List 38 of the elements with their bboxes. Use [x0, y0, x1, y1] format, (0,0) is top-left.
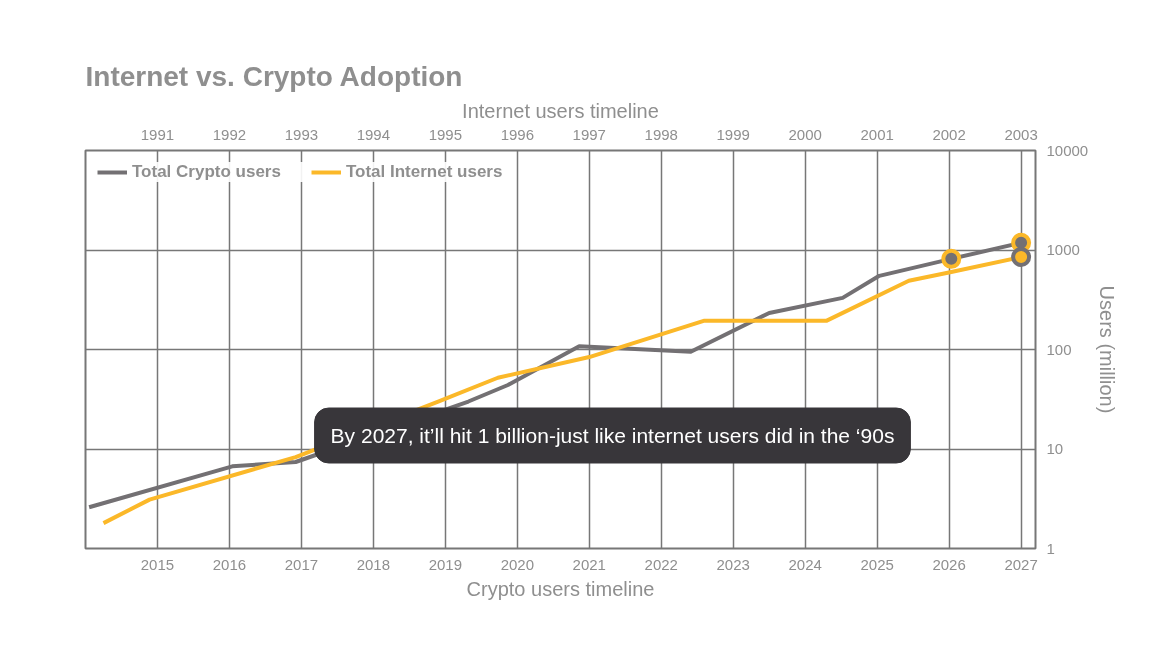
x-axis-title: Crypto users timeline: [466, 577, 655, 600]
y-tick-label: 1000: [1046, 241, 1080, 258]
x-tick-label: 2026: [932, 555, 966, 573]
x2-tick-label: 1995: [428, 125, 463, 143]
y-tick-label: 10: [1046, 440, 1064, 457]
x2-tick-label: 1994: [356, 125, 391, 143]
x-tick-label: 2023: [716, 555, 750, 573]
legend-label: Total Crypto users: [132, 162, 281, 182]
x2-tick-label: 1993: [284, 125, 319, 143]
x2-tick-label: 2001: [860, 125, 894, 143]
x-tick-label: 2017: [284, 555, 319, 573]
x2-tick-label: 1997: [572, 125, 606, 143]
y-tick-label: 1: [1046, 539, 1055, 557]
x-tick-label: 2027: [1004, 555, 1038, 573]
x2-axis-title: Internet users timeline: [462, 99, 659, 122]
x-tick-label: 2019: [428, 555, 463, 573]
x2-tick-label: 1996: [500, 125, 535, 143]
x-tick-label: 2020: [500, 555, 535, 573]
x2-tick-label: 1992: [212, 125, 247, 143]
x-tick-label: 2021: [572, 555, 606, 573]
x-tick-label: 2024: [788, 555, 822, 573]
x2-tick-label: 1999: [716, 125, 750, 143]
y-tick-label: 10000: [1046, 141, 1089, 159]
y-axis-title: Users (million): [1096, 285, 1119, 414]
annotation: By 2027, it’ll hit 1 billion-just like internet users did in the ‘90s: [330, 424, 895, 447]
x-tick-label: 2025: [860, 555, 894, 573]
legend-label: Total Internet users: [345, 162, 503, 182]
x2-tick-label: 2000: [788, 125, 822, 143]
x2-tick-label: 1991: [140, 125, 175, 143]
x-tick-label: 2016: [212, 555, 247, 573]
x2-tick-label: 2002: [932, 125, 966, 143]
x2-tick-label: 1998: [644, 125, 678, 143]
y-tick-label: 100: [1046, 340, 1072, 358]
chart-title: Internet vs. Crypto Adoption: [85, 60, 463, 92]
x2-tick-label: 2003: [1004, 125, 1038, 143]
x-tick-label: 2022: [644, 555, 678, 573]
x-tick-label: 2015: [140, 555, 175, 573]
x-tick-label: 2018: [356, 555, 391, 573]
